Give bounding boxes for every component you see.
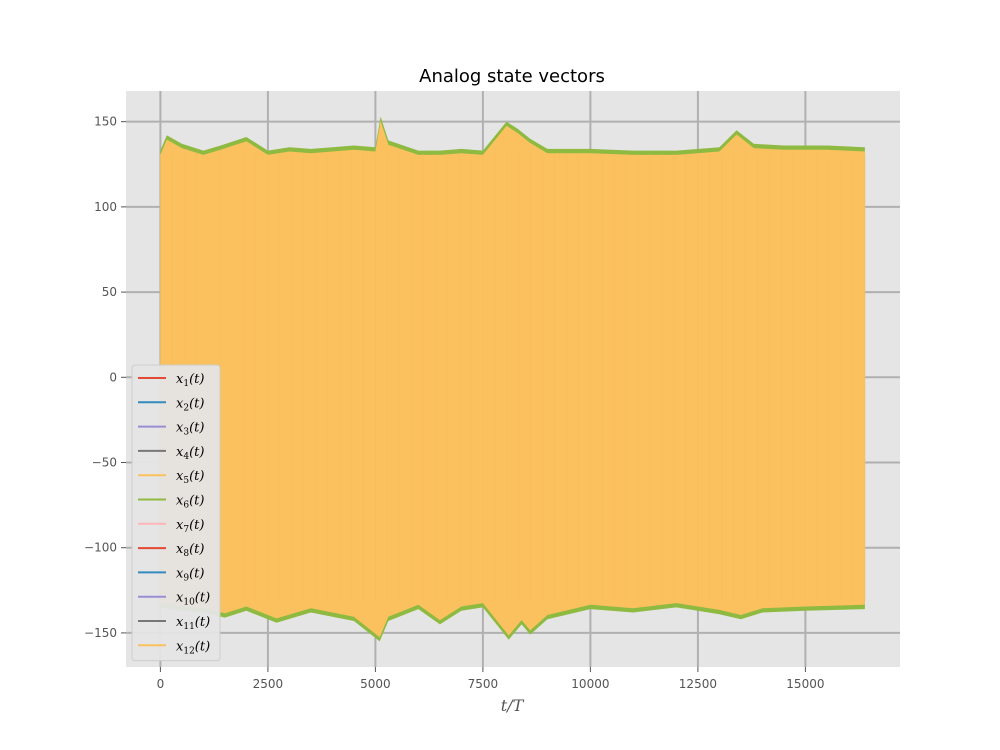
legend-entry: x11(t): [176, 615, 210, 632]
x-tick-label: 2500: [253, 677, 284, 691]
y-tick-label: −50: [92, 456, 117, 470]
series-envelope-x12: [160, 120, 865, 638]
x-tick-label: 15000: [786, 677, 824, 691]
legend-entry: x12(t): [176, 639, 210, 656]
x-tick-label: 12500: [679, 677, 717, 691]
legend-entry: x2(t): [176, 396, 204, 413]
x-tick-label: 10000: [571, 677, 609, 691]
x-tick-label: 7500: [468, 677, 499, 691]
y-tick-label: 50: [102, 285, 117, 299]
legend-entry: x1(t): [176, 372, 204, 389]
y-tick-label: −100: [84, 541, 117, 555]
legend-box: [131, 364, 221, 662]
y-tick-label: 0: [109, 370, 117, 384]
legend-entry: x8(t): [176, 542, 204, 559]
legend-entry: x9(t): [176, 566, 204, 583]
x-tick-label: 5000: [360, 677, 391, 691]
x-axis-label: t/T: [501, 696, 525, 715]
y-tick-label: 150: [94, 115, 117, 129]
legend-entry: x4(t): [176, 445, 204, 462]
legend-entry: x5(t): [176, 469, 204, 486]
legend-entry: x10(t): [176, 591, 210, 608]
legend-entry: x3(t): [176, 421, 204, 438]
y-tick-label: −150: [84, 626, 117, 640]
legend: x1(t) x2(t) x3(t) x4(t) x5(t) x6(t) x7(t) x8(t)…: [131, 364, 221, 662]
x-tick-label: 0: [157, 677, 165, 691]
y-axis-ticks: 150 100 50 0 −50 −100 −150: [84, 115, 126, 640]
legend-entry: x6(t): [176, 494, 204, 511]
series-traces: [159, 116, 866, 642]
chart-title: Analog state vectors: [419, 66, 605, 87]
legend-entry: x7(t): [176, 518, 204, 535]
x-axis-ticks: 0 2500 5000 7500 10000 12500 15000: [157, 667, 824, 691]
y-tick-label: 100: [94, 200, 117, 214]
